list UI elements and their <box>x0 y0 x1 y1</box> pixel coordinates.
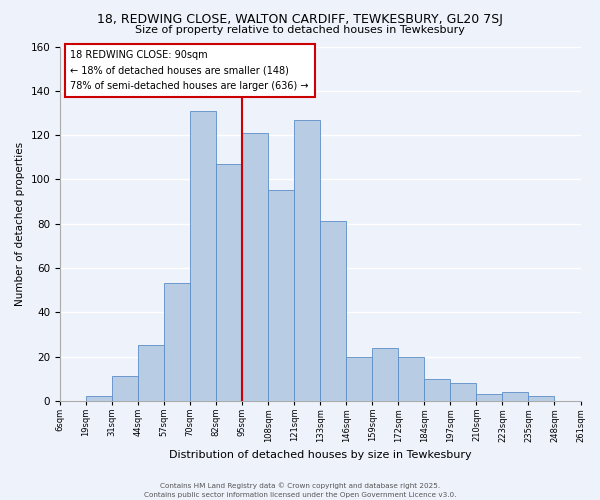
Bar <box>86 396 112 401</box>
Bar <box>502 392 529 401</box>
Bar <box>216 164 242 401</box>
Bar <box>112 376 138 401</box>
Text: 18, REDWING CLOSE, WALTON CARDIFF, TEWKESBURY, GL20 7SJ: 18, REDWING CLOSE, WALTON CARDIFF, TEWKE… <box>97 12 503 26</box>
Bar <box>190 110 216 401</box>
Bar <box>164 284 190 401</box>
Bar <box>242 133 268 401</box>
Text: Contains public sector information licensed under the Open Government Licence v3: Contains public sector information licen… <box>144 492 456 498</box>
Bar <box>138 346 164 401</box>
Bar <box>476 394 502 401</box>
Y-axis label: Number of detached properties: Number of detached properties <box>15 142 25 306</box>
Bar <box>346 356 373 401</box>
Bar <box>424 378 451 401</box>
Bar <box>320 222 346 401</box>
X-axis label: Distribution of detached houses by size in Tewkesbury: Distribution of detached houses by size … <box>169 450 472 460</box>
Bar <box>529 396 554 401</box>
Bar <box>294 120 320 401</box>
Text: Contains HM Land Registry data © Crown copyright and database right 2025.: Contains HM Land Registry data © Crown c… <box>160 482 440 489</box>
Bar <box>268 190 294 401</box>
Bar <box>373 348 398 401</box>
Text: Size of property relative to detached houses in Tewkesbury: Size of property relative to detached ho… <box>135 25 465 35</box>
Bar <box>398 356 424 401</box>
Text: 18 REDWING CLOSE: 90sqm
← 18% of detached houses are smaller (148)
78% of semi-d: 18 REDWING CLOSE: 90sqm ← 18% of detache… <box>70 50 309 91</box>
Bar <box>451 383 476 401</box>
